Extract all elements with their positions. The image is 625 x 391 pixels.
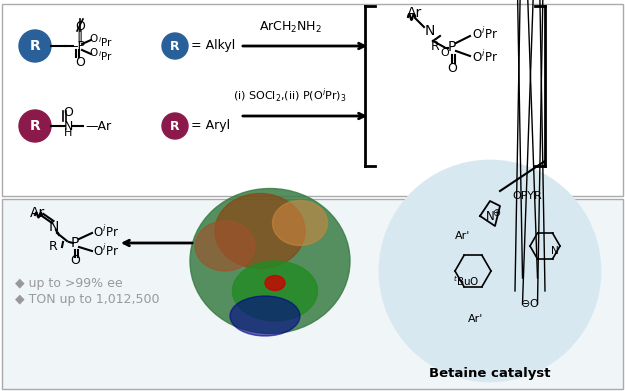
Text: O: O [89, 34, 97, 44]
Text: N: N [551, 246, 559, 256]
Ellipse shape [215, 194, 305, 269]
Text: = Aryl: = Aryl [191, 120, 230, 133]
Text: O: O [89, 48, 97, 58]
Text: OPYR: OPYR [512, 191, 542, 201]
Text: $^i$Pr: $^i$Pr [98, 35, 113, 49]
Ellipse shape [195, 221, 255, 271]
Circle shape [19, 110, 51, 142]
Text: P: P [71, 236, 79, 250]
Text: $\ominus$O: $\ominus$O [520, 297, 539, 309]
Text: N: N [425, 24, 435, 38]
Ellipse shape [272, 201, 328, 246]
Text: N: N [486, 210, 494, 222]
Text: N: N [63, 120, 72, 133]
Text: = Alkyl: = Alkyl [191, 39, 235, 52]
Text: O: O [70, 255, 80, 267]
Text: R: R [431, 41, 440, 54]
Text: O: O [441, 48, 449, 58]
Text: O$^i$Pr: O$^i$Pr [93, 243, 119, 259]
Text: Ar': Ar' [455, 231, 471, 241]
Text: Betaine catalyst: Betaine catalyst [429, 366, 551, 380]
Text: R: R [49, 240, 58, 253]
Text: N: N [49, 220, 59, 234]
Ellipse shape [232, 261, 318, 321]
Text: O$^i$Pr: O$^i$Pr [472, 49, 498, 65]
Text: ◆ up to >99% ee: ◆ up to >99% ee [15, 276, 123, 289]
FancyBboxPatch shape [2, 199, 623, 389]
Circle shape [162, 33, 188, 59]
Text: R: R [170, 120, 180, 133]
Text: Ar': Ar' [468, 314, 483, 324]
Text: R: R [170, 39, 180, 52]
Text: O: O [447, 61, 457, 75]
Text: (i) SOCl$_2$,(ii) P(O$^i$Pr)$_3$: (i) SOCl$_2$,(ii) P(O$^i$Pr)$_3$ [233, 87, 347, 105]
Text: O: O [63, 106, 73, 120]
Text: O$^i$Pr: O$^i$Pr [93, 224, 119, 240]
Circle shape [19, 30, 51, 62]
Ellipse shape [190, 188, 350, 334]
FancyBboxPatch shape [2, 4, 623, 196]
Text: Ar: Ar [408, 6, 422, 20]
Text: ‖: ‖ [77, 29, 83, 43]
Circle shape [380, 161, 600, 381]
Text: ArCH$_2$NH$_2$: ArCH$_2$NH$_2$ [259, 20, 321, 35]
Circle shape [162, 113, 188, 139]
Text: $\oplus$: $\oplus$ [492, 208, 502, 219]
Ellipse shape [265, 276, 285, 291]
Text: P: P [448, 40, 456, 54]
Text: H: H [64, 128, 72, 138]
Text: O$^i$Pr: O$^i$Pr [472, 26, 498, 42]
Text: $^t$BuO: $^t$BuO [453, 274, 479, 288]
Text: O: O [75, 57, 85, 70]
Text: ◆ TON up to 1,012,500: ◆ TON up to 1,012,500 [15, 292, 159, 305]
Text: $^i$Pr: $^i$Pr [98, 49, 113, 63]
Text: —Ar: —Ar [85, 120, 111, 133]
Text: R: R [29, 119, 41, 133]
Text: Ar: Ar [30, 206, 45, 220]
Ellipse shape [230, 296, 300, 336]
Text: O: O [75, 20, 85, 32]
Text: —P: —P [65, 39, 85, 52]
Text: R: R [29, 39, 41, 53]
